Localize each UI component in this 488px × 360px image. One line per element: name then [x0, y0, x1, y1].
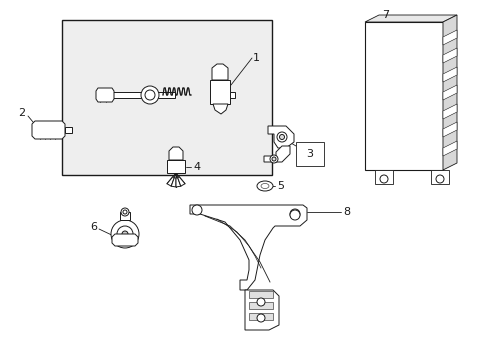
Bar — [248, 291, 272, 298]
Circle shape — [122, 231, 128, 237]
Text: 6: 6 — [90, 222, 97, 232]
Polygon shape — [244, 290, 279, 330]
Text: 5: 5 — [276, 181, 284, 191]
Circle shape — [111, 220, 139, 248]
Circle shape — [141, 86, 159, 104]
Ellipse shape — [257, 181, 272, 191]
Bar — [364, 22, 442, 170]
Polygon shape — [120, 212, 130, 220]
Bar — [430, 170, 448, 184]
Text: 1: 1 — [252, 53, 260, 63]
Polygon shape — [167, 177, 174, 186]
Polygon shape — [209, 80, 229, 104]
Circle shape — [379, 175, 387, 183]
Polygon shape — [442, 15, 456, 170]
Circle shape — [269, 155, 278, 163]
Bar — [295, 142, 324, 166]
Circle shape — [276, 132, 286, 142]
Ellipse shape — [261, 184, 268, 189]
Circle shape — [279, 135, 284, 139]
Polygon shape — [167, 160, 184, 173]
Circle shape — [117, 226, 133, 242]
Polygon shape — [229, 92, 235, 98]
Bar — [248, 313, 272, 320]
Circle shape — [257, 314, 264, 322]
Polygon shape — [65, 127, 72, 133]
Polygon shape — [213, 104, 227, 114]
Polygon shape — [171, 178, 176, 187]
Circle shape — [192, 205, 202, 215]
Bar — [374, 170, 392, 184]
Text: 8: 8 — [342, 207, 349, 217]
Polygon shape — [442, 30, 456, 45]
Polygon shape — [364, 15, 456, 22]
Polygon shape — [442, 48, 456, 63]
Polygon shape — [442, 104, 456, 119]
Polygon shape — [442, 67, 456, 82]
Circle shape — [145, 90, 155, 100]
Polygon shape — [96, 88, 114, 102]
Circle shape — [121, 208, 129, 216]
Polygon shape — [442, 122, 456, 137]
Text: 2: 2 — [19, 108, 25, 118]
Polygon shape — [176, 178, 181, 187]
Circle shape — [289, 209, 299, 219]
Text: 4: 4 — [193, 162, 200, 172]
Polygon shape — [190, 205, 306, 290]
Polygon shape — [267, 126, 293, 148]
Circle shape — [289, 210, 299, 220]
Bar — [248, 302, 272, 309]
Text: 3: 3 — [306, 149, 313, 159]
Bar — [62, 20, 271, 175]
Circle shape — [435, 175, 443, 183]
Polygon shape — [32, 121, 65, 139]
Polygon shape — [442, 141, 456, 156]
Polygon shape — [264, 146, 289, 162]
Polygon shape — [177, 177, 184, 186]
Text: 7: 7 — [381, 10, 388, 20]
Polygon shape — [100, 92, 175, 98]
Polygon shape — [112, 234, 138, 246]
Circle shape — [257, 298, 264, 306]
Polygon shape — [169, 147, 183, 160]
Circle shape — [123, 210, 127, 214]
Polygon shape — [212, 64, 227, 80]
Circle shape — [271, 157, 275, 161]
Polygon shape — [442, 85, 456, 100]
